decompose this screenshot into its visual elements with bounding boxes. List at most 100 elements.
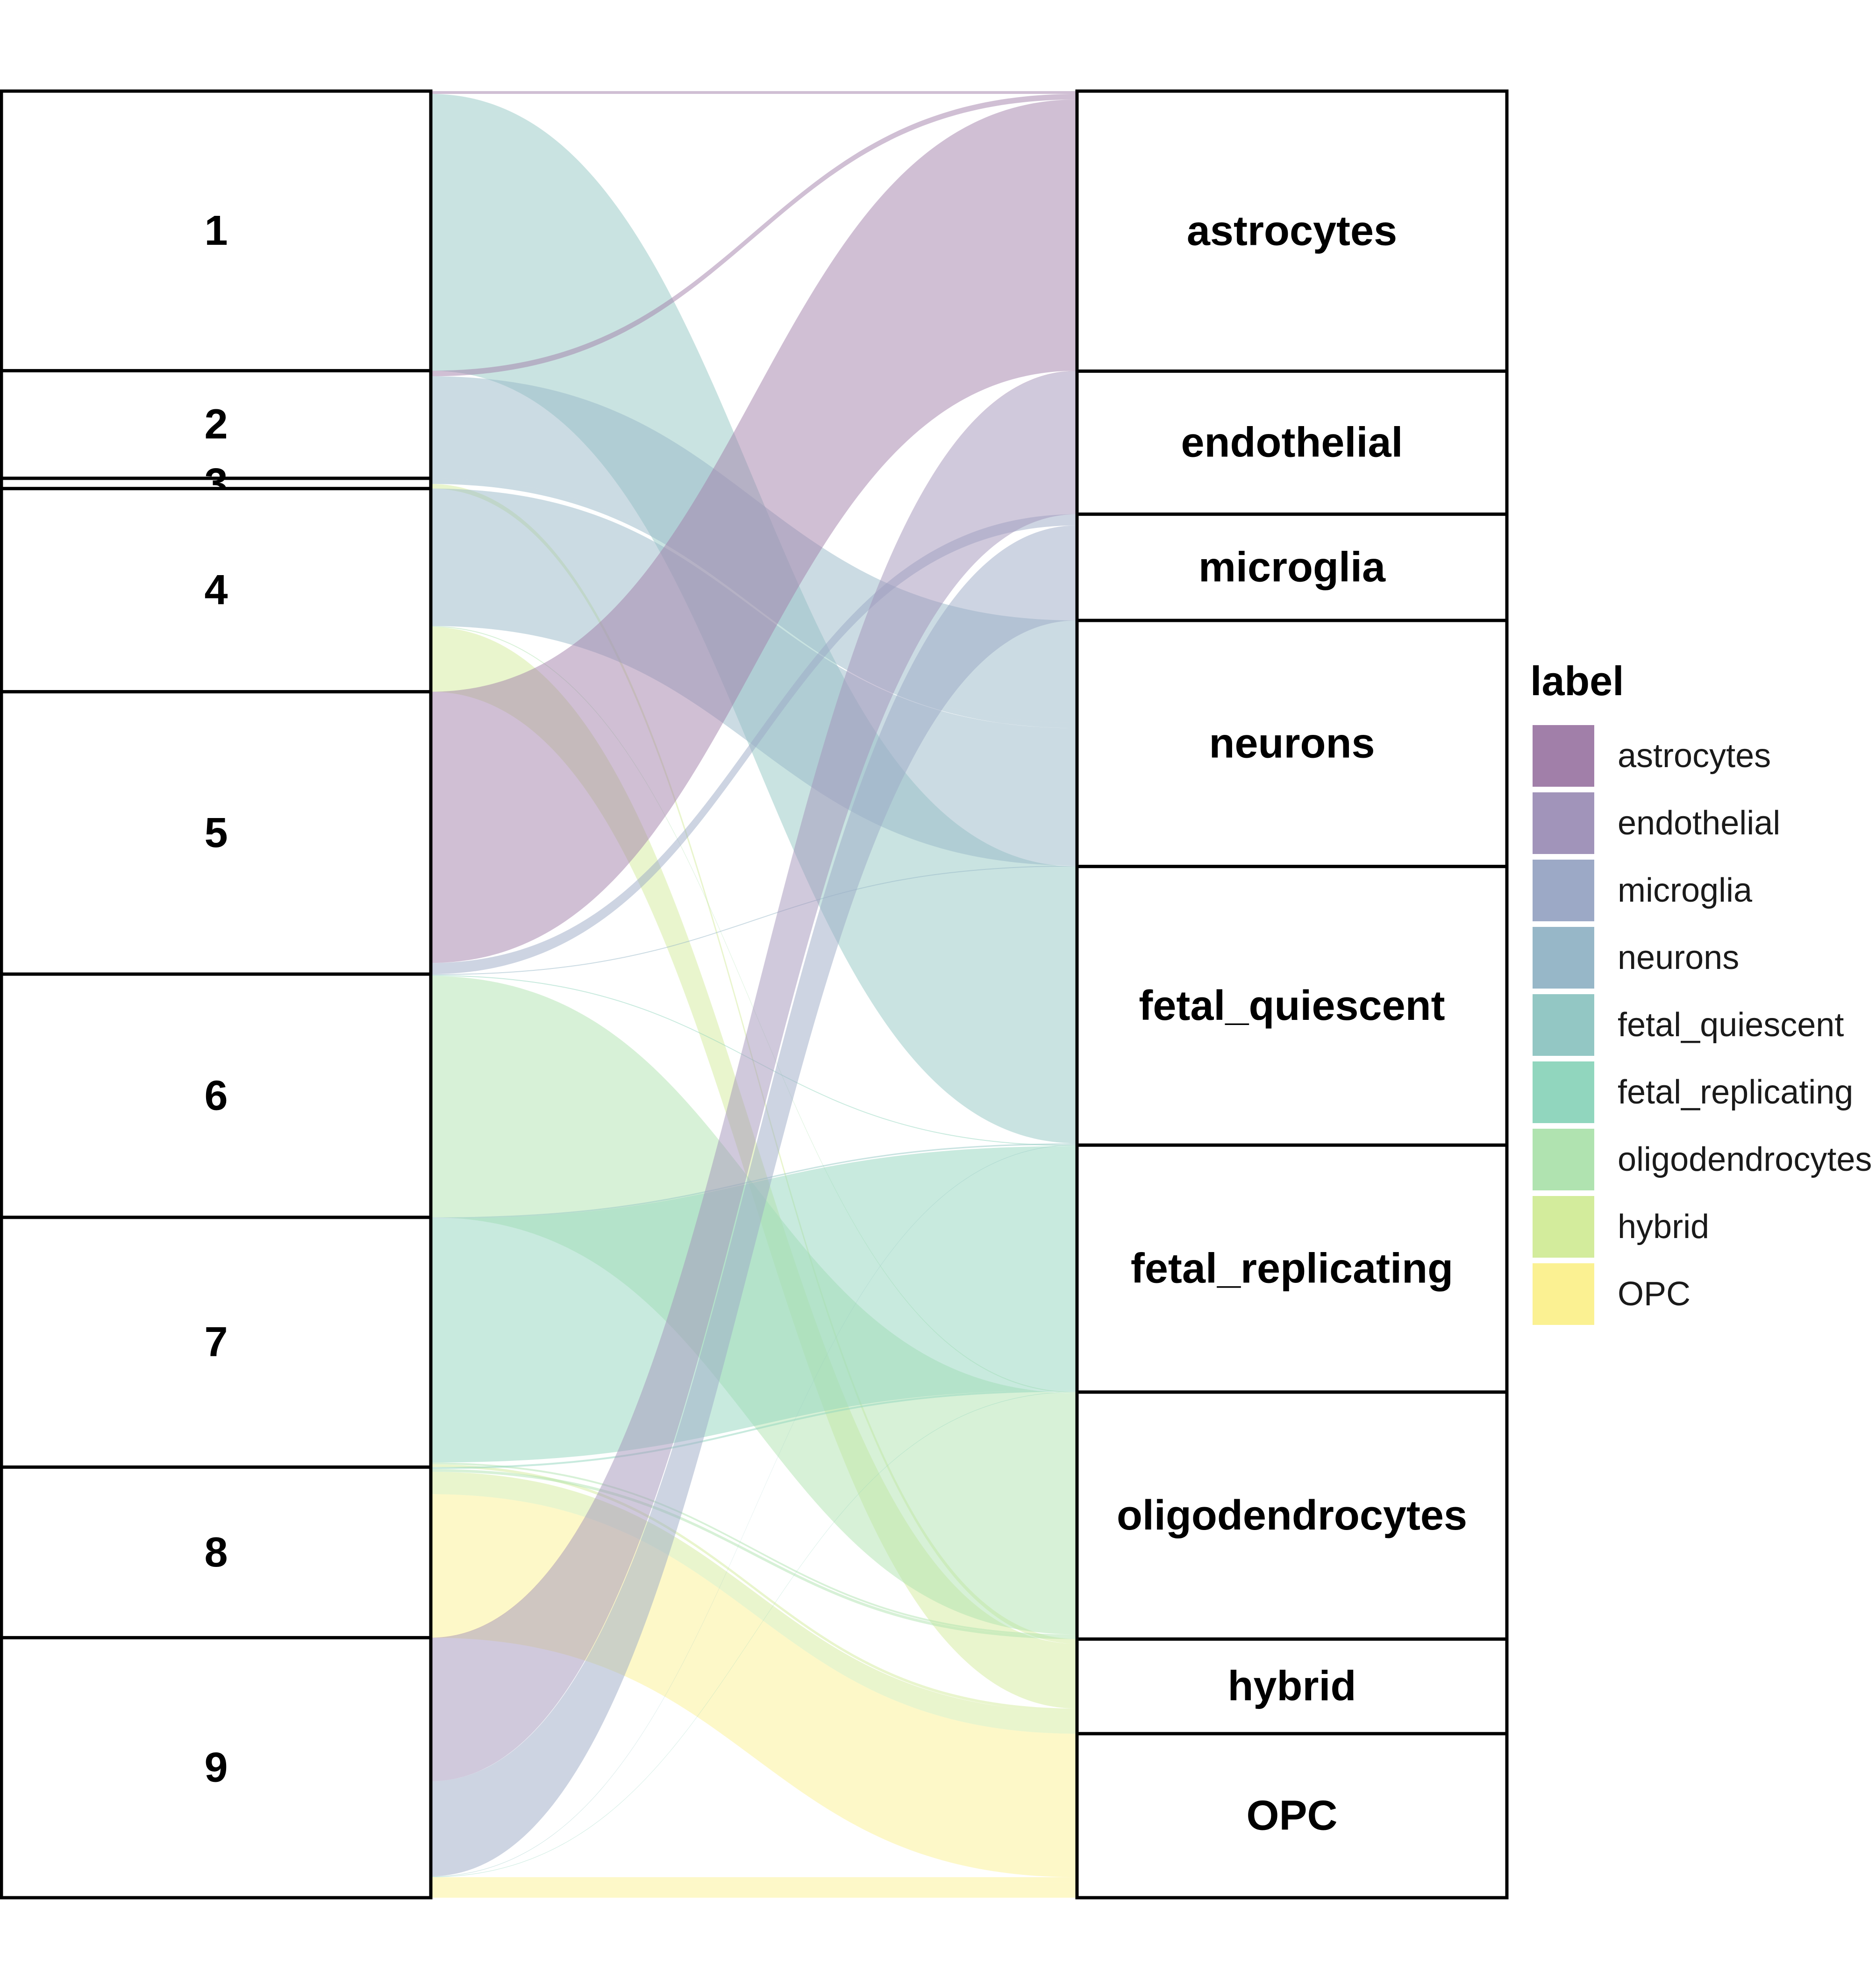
stratum-label-OPC: OPC	[1246, 1792, 1337, 1839]
stratum-box-5	[0, 690, 433, 976]
legend-label-OPC: OPC	[1618, 1275, 1691, 1313]
flow-8-to-fetal_replicating	[431, 1389, 1077, 1469]
stratum-label-microglia: microglia	[1198, 544, 1386, 591]
stratum-label-4: 4	[204, 567, 228, 613]
legend-swatch-OPC	[1533, 1263, 1594, 1325]
stratum-label-7: 7	[204, 1319, 228, 1366]
legend-title: label	[1530, 658, 1624, 704]
stratum-box-fetal_quiescent	[1075, 865, 1509, 1147]
legend-item-fetal_replicating: fetal_replicating	[1533, 1061, 1853, 1123]
flow-9-to-fetal_replicating	[431, 1391, 1077, 1878]
legend-label-astrocytes: astrocytes	[1618, 737, 1771, 775]
legend-item-fetal_quiescent: fetal_quiescent	[1533, 994, 1844, 1056]
legend-swatch-neurons	[1533, 927, 1594, 989]
stratum-right-astrocytes: astrocytes	[1075, 89, 1509, 373]
stratum-box-OPC	[1075, 1732, 1509, 1900]
stratum-box-6	[0, 972, 433, 1219]
stratum-right-neurons: neurons	[1075, 619, 1509, 868]
legend-item-oligodendrocytes: oligodendrocytes	[1533, 1129, 1872, 1190]
stratum-left-5: 5	[0, 690, 433, 976]
legend-label-hybrid: hybrid	[1618, 1208, 1709, 1246]
flow-9-to-endothelial	[431, 371, 1077, 1781]
stratum-right-OPC: OPC	[1075, 1732, 1509, 1900]
legend-swatch-fetal_replicating	[1533, 1061, 1594, 1123]
flow-5-to-astrocytes	[431, 99, 1077, 963]
strata-layer: 123456789astrocytesendothelialmicroglian…	[0, 89, 1509, 1900]
flow-8-to-oligodendrocytes	[431, 1469, 1077, 1639]
stratum-left-1: 1	[0, 89, 433, 372]
legend-label-microglia: microglia	[1618, 872, 1753, 909]
flow-6-to-neurons	[431, 865, 1077, 975]
legend-item-endothelial: endothelial	[1533, 792, 1780, 854]
stratum-label-5: 5	[204, 810, 228, 856]
legend-label-fetal_replicating: fetal_replicating	[1618, 1074, 1853, 1111]
stratum-box-astrocytes	[1075, 89, 1509, 373]
legend-swatch-oligodendrocytes	[1533, 1129, 1594, 1190]
flow-7-to-oligodendrocytes	[431, 1462, 1077, 1637]
flow-9-to-microglia	[431, 525, 1077, 1877]
flow-9-to-astrocytes	[431, 370, 1077, 1638]
stratum-left-7: 7	[0, 1216, 433, 1469]
stratum-label-oligodendrocytes: oligodendrocytes	[1117, 1492, 1467, 1539]
stratum-box-9	[0, 1636, 433, 1900]
stratum-box-neurons	[1075, 619, 1509, 868]
stratum-box-2	[0, 369, 433, 480]
stratum-box-microglia	[1075, 513, 1509, 622]
legend-label-endothelial: endothelial	[1618, 804, 1780, 842]
stratum-left-2: 2	[0, 369, 433, 480]
stratum-label-astrocytes: astrocytes	[1187, 208, 1397, 255]
legend-label-oligodendrocytes: oligodendrocytes	[1618, 1141, 1872, 1178]
stratum-label-neurons: neurons	[1209, 720, 1375, 767]
stratum-label-2: 2	[204, 401, 228, 448]
stratum-box-endothelial	[1075, 369, 1509, 516]
flow-2-to-astrocytes	[431, 93, 1077, 377]
stratum-box-1	[0, 89, 433, 372]
flow-7-to-hybrid	[431, 1464, 1077, 1712]
stratum-right-hybrid: hybrid	[1075, 1637, 1509, 1736]
flow-9-to-OPC	[431, 1882, 1077, 1898]
flow-4-to-neurons	[431, 488, 1077, 866]
stratum-label-8: 8	[204, 1529, 228, 1576]
stratum-box-7	[0, 1216, 433, 1469]
flow-9-to-OPC	[431, 1877, 1077, 1882]
flow-9-to-fetal_quiescent	[431, 1145, 1077, 1877]
flows-layer	[431, 91, 1077, 1898]
stratum-right-fetal_replicating: fetal_replicating	[1075, 1143, 1509, 1394]
legend-swatch-astrocytes	[1533, 725, 1594, 787]
legend-swatch-fetal_quiescent	[1533, 994, 1594, 1056]
legend-item-OPC: OPC	[1533, 1263, 1691, 1325]
legend-label-fetal_quiescent: fetal_quiescent	[1618, 1006, 1844, 1044]
stratum-right-endothelial: endothelial	[1075, 369, 1509, 516]
stratum-label-9: 9	[204, 1744, 228, 1791]
legend-item-hybrid: hybrid	[1533, 1196, 1709, 1258]
legend-item-neurons: neurons	[1533, 927, 1739, 989]
stratum-label-fetal_quiescent: fetal_quiescent	[1139, 982, 1445, 1029]
stratum-label-6: 6	[204, 1072, 228, 1119]
stratum-label-hybrid: hybrid	[1227, 1663, 1356, 1710]
stratum-left-4: 4	[0, 487, 433, 694]
stratum-left-6: 6	[0, 972, 433, 1219]
flow-7-to-fetal_replicating	[431, 1146, 1077, 1463]
stratum-left-9: 9	[0, 1636, 433, 1900]
legend-items: astrocytes endothelial microglia neurons fet…	[1533, 725, 1872, 1325]
stratum-label-1: 1	[204, 207, 228, 254]
legend-label-neurons: neurons	[1618, 939, 1739, 976]
stratum-right-fetal_quiescent: fetal_quiescent	[1075, 865, 1509, 1147]
stratum-box-hybrid	[1075, 1637, 1509, 1736]
stratum-left-8: 8	[0, 1465, 433, 1639]
legend-swatch-endothelial	[1533, 792, 1594, 854]
flow-5-to-microglia	[431, 514, 1077, 975]
stratum-box-oligodendrocytes	[1075, 1390, 1509, 1641]
legend: label astrocytes endothelial microglia neur…	[1530, 658, 1872, 1325]
stratum-label-fetal_replicating: fetal_replicating	[1131, 1245, 1453, 1292]
legend-swatch-microglia	[1533, 860, 1594, 921]
legend-item-astrocytes: astrocytes	[1533, 725, 1771, 787]
legend-item-microglia: microglia	[1533, 860, 1753, 921]
stratum-right-microglia: microglia	[1075, 513, 1509, 622]
stratum-label-endothelial: endothelial	[1181, 420, 1403, 466]
legend-swatch-hybrid	[1533, 1196, 1594, 1258]
flow-8-to-hybrid	[431, 1472, 1077, 1734]
stratum-right-oligodendrocytes: oligodendrocytes	[1075, 1390, 1509, 1641]
flow-1-to-astrocytes	[431, 91, 1077, 94]
